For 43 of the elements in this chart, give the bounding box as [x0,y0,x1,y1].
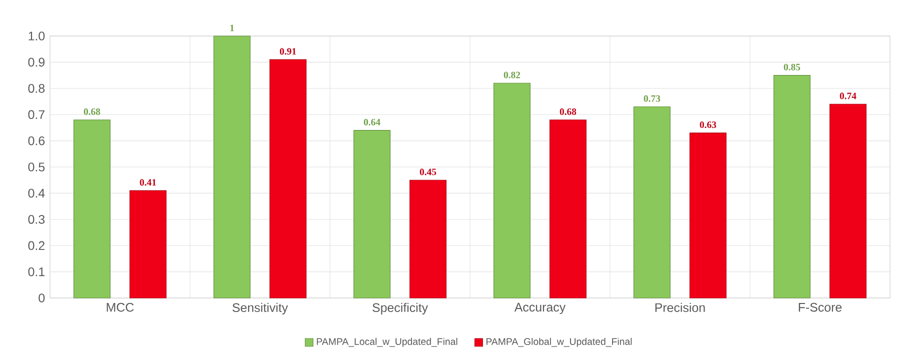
y-tick-label: 0.4 [28,188,45,198]
legend-label: PAMPA_Global_w_Updated_Final [486,338,632,347]
data-label: 0.74 [840,92,856,100]
y-tick-label: 0.7 [28,110,44,120]
data-label: 0.85 [784,64,800,70]
bar [550,120,586,298]
data-label: 1 [230,24,234,32]
data-label: 0.68 [560,108,576,115]
y-tick-label: 0.6 [28,136,45,146]
data-label: 0.73 [644,95,660,102]
data-label: 0.45 [420,168,436,176]
y-tick-label: 0.8 [28,84,45,93]
bar [74,120,110,298]
y-tick-label: 0.2 [28,241,44,250]
bar [690,132,726,298]
bar [634,106,670,298]
x-tick-label: F-Score [798,302,842,312]
x-tick-label: MCC [106,302,134,312]
bar [354,130,390,298]
x-tick-label: Specificity [372,302,428,314]
x-tick-label: Accuracy [514,302,566,314]
y-tick-label: 0.3 [28,214,45,224]
x-tick-label: Sensitivity [232,302,288,314]
bar [830,104,866,298]
y-tick-label: 0 [38,294,45,302]
y-tick-label: 0.5 [28,162,45,172]
bar [270,59,306,298]
y-tick-label: 0.9 [28,58,45,67]
data-label: 0.41 [140,179,156,186]
data-label: 0.91 [280,48,296,55]
bar [494,82,530,298]
bar [774,75,810,298]
data-label: 0.64 [364,118,380,126]
bar [130,190,166,298]
legend-label: PAMPA_Local_w_Updated_Final [316,338,458,347]
x-tick-label: Precision [655,302,705,312]
bar [410,180,446,298]
data-label: 0.82 [504,72,520,78]
y-tick-label: 0.1 [28,267,44,276]
data-label: 0.63 [700,121,716,128]
y-tick-label: 1.0 [28,32,45,40]
data-label: 0.68 [84,108,100,115]
bar [214,36,250,298]
